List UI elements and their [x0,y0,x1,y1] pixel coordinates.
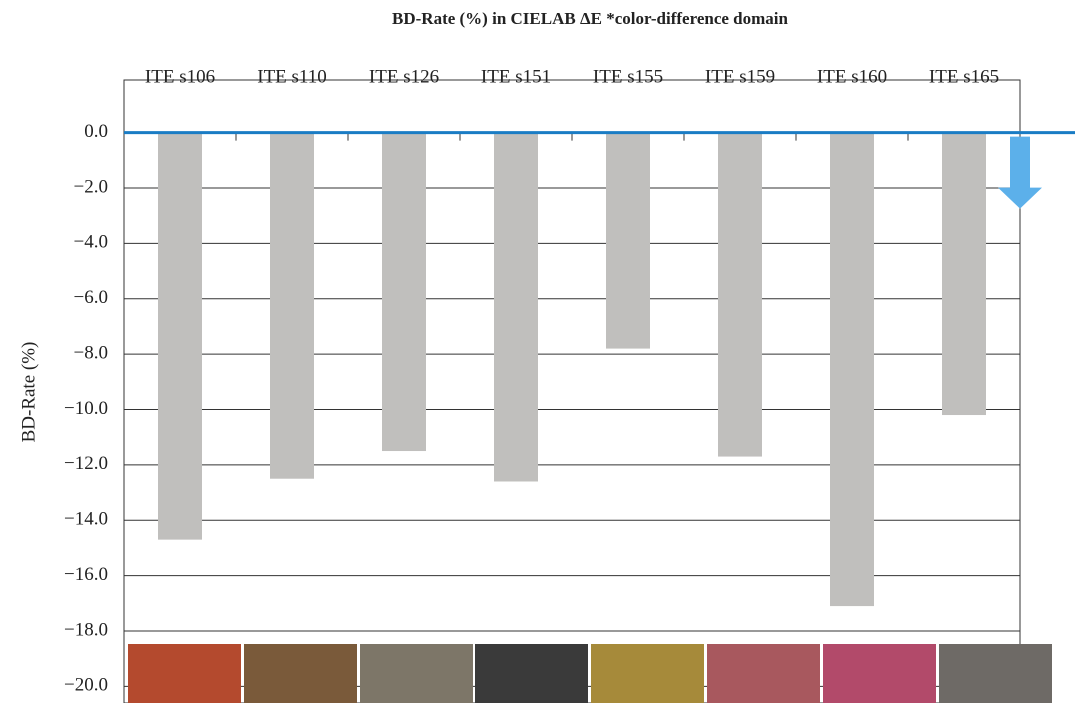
photo [591,644,704,703]
x-tick-label: ITE s155 [593,66,663,87]
y-tick-label: −16.0 [64,564,108,585]
y-tick-label: −20.0 [64,675,108,696]
bar [270,132,314,479]
down-arrow [998,136,1042,209]
x-tick-label: ITE s165 [929,66,999,87]
y-tick-label: −2.0 [74,176,108,197]
bar [158,132,202,540]
photo [244,644,357,703]
y-tick-label: 0.0 [84,121,108,142]
x-tick-label: ITE s106 [145,66,215,87]
plot-frame [123,79,1021,703]
bar [718,132,762,457]
y-tick-label: −4.0 [74,232,108,253]
photo [939,644,1052,703]
y-tick-label: −6.0 [74,287,108,308]
y-tick-label: −18.0 [64,619,108,640]
y-tick-label: −8.0 [74,342,108,363]
x-tick-label: ITE s159 [705,66,775,87]
bar [942,132,986,416]
photo [128,644,241,703]
bar [382,132,426,452]
x-tick-label: ITE s110 [257,66,326,87]
bar [494,132,538,482]
y-axis-label: BD-Rate (%) [18,342,39,443]
bar [830,132,874,607]
chart-title: BD-Rate (%) in CIELAB ΔE *color-differen… [392,9,789,28]
x-tick-label: ITE s151 [481,66,551,87]
x-tick-label: ITE s126 [369,66,439,87]
y-tick-label: −14.0 [64,509,108,530]
photo-strip [128,644,1052,703]
photo [823,644,936,703]
bar [606,132,650,349]
photo [707,644,820,703]
photo [475,644,588,703]
y-tick-label: −12.0 [64,453,108,474]
photo [360,644,473,703]
x-tick-label: ITE s160 [817,66,887,87]
y-tick-label: −10.0 [64,398,108,419]
